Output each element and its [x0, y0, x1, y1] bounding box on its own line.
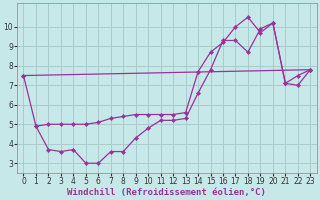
- X-axis label: Windchill (Refroidissement éolien,°C): Windchill (Refroidissement éolien,°C): [68, 188, 266, 197]
